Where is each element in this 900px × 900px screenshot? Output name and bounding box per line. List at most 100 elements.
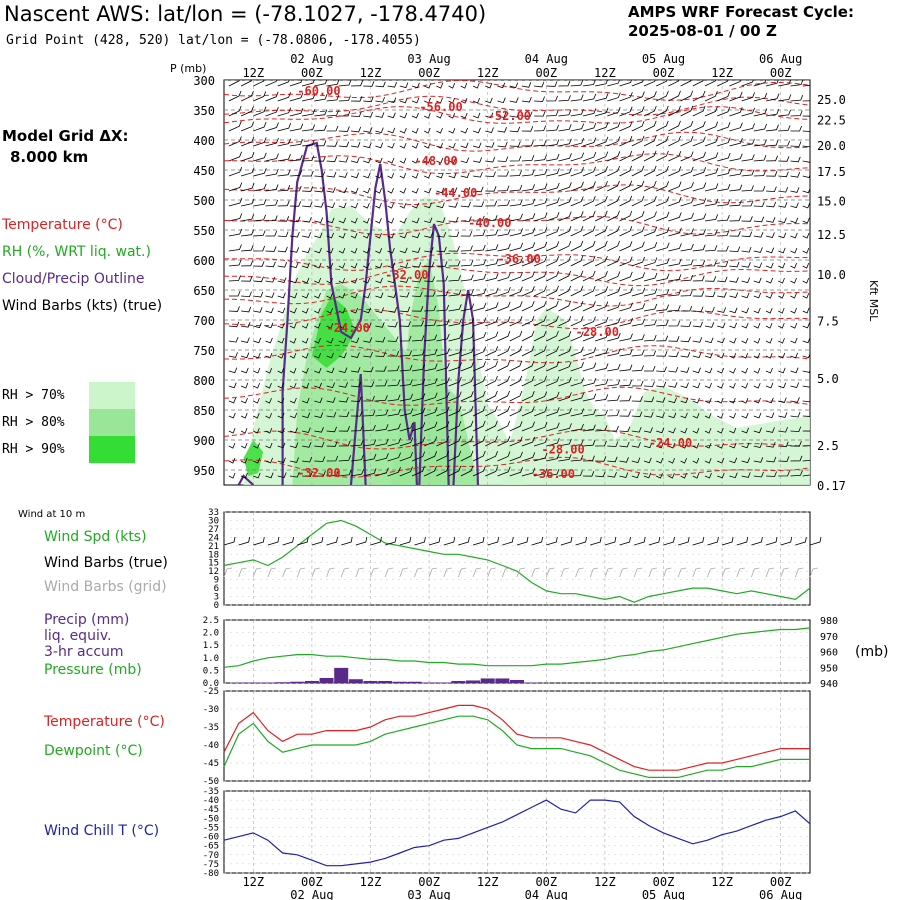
wind-barb: [338, 247, 346, 254]
wind-barb: [704, 80, 717, 87]
precip-bar: [319, 677, 334, 683]
wind-barb: [253, 442, 260, 449]
wind-barb: [460, 376, 474, 387]
wind-barb: [790, 352, 798, 359]
wind-barb: [534, 139, 547, 147]
wind-barb: [570, 94, 584, 102]
wind-barb: [436, 217, 446, 223]
wind-barb: [485, 435, 498, 447]
wind-barb: [265, 457, 273, 464]
wind-barb: [424, 392, 438, 402]
wind-barb: [301, 247, 311, 254]
pressure-tick-label: 940: [820, 679, 838, 690]
wind-barb: [411, 202, 419, 209]
wind-barb: [692, 229, 706, 237]
wind-barb: [277, 80, 290, 87]
wind-barb: [228, 151, 242, 162]
wind-barb: [472, 112, 481, 119]
wind-barb: [424, 97, 431, 104]
wind-barb: [338, 440, 351, 447]
temperature-panel-tick-label: -40: [203, 741, 219, 751]
wind-barb: [643, 120, 657, 132]
surface-wind-barb: [678, 536, 690, 546]
wind-barb: [778, 247, 786, 254]
surface-wind-barb: [472, 536, 485, 546]
wind-barb: [619, 302, 633, 312]
wind-barb: [326, 125, 339, 132]
wind-barb: [363, 322, 372, 329]
wind-barb: [668, 366, 679, 373]
wind-barb: [411, 291, 423, 298]
surface-grid-barb: [472, 567, 482, 578]
wind-barb: [546, 469, 560, 477]
wind-barb: [399, 112, 408, 119]
wind-barb: [338, 426, 350, 432]
precip-bar: [260, 682, 275, 683]
wind-barb: [765, 93, 780, 102]
wind-barb: [314, 292, 321, 299]
wind-barb: [741, 472, 751, 478]
wind-barb: [558, 346, 572, 357]
wind-barb: [619, 195, 633, 207]
wind-barb: [534, 468, 548, 477]
wind-barb: [497, 185, 510, 192]
wind-barb: [753, 397, 761, 404]
wind-barb: [717, 352, 725, 359]
wind-barb: [631, 457, 641, 464]
wind-barb: [533, 437, 548, 447]
wind-barb: [448, 347, 462, 357]
wind-barb: [765, 307, 773, 314]
wind-barb: [375, 96, 385, 103]
wind-barb: [729, 412, 736, 419]
wind-barb: [497, 214, 511, 222]
wind-barb: [314, 470, 326, 477]
wind-barb: [802, 369, 810, 373]
wind-barb: [521, 330, 535, 342]
wind-barb: [375, 322, 385, 328]
wind-barb: [338, 352, 347, 359]
wind-barb: [594, 332, 609, 342]
pressure-tick-label: 700: [193, 314, 215, 328]
wind-barb: [558, 226, 572, 237]
wind-barb: [399, 291, 410, 298]
wind-barb: [717, 427, 724, 434]
wind-barb: [643, 457, 652, 464]
wind-barb: [741, 457, 751, 464]
wind-barb: [302, 456, 313, 463]
wind-barb: [668, 212, 682, 222]
wind-barb: [741, 382, 749, 389]
wind-barb: [265, 91, 279, 102]
wind-barb: [546, 391, 560, 402]
wind-barb: [277, 123, 292, 132]
wind-barb: [619, 80, 632, 87]
wind-speed-panel-tick-label: 15: [208, 559, 219, 569]
wind-barb: [289, 382, 297, 389]
wind-barb: [497, 436, 511, 447]
wind-barb: [607, 332, 621, 342]
wind-barb: [765, 397, 774, 404]
wind-barb: [594, 210, 608, 222]
wind-barb: [485, 360, 498, 372]
model-grid-label: Model Grid ΔX:: [2, 127, 129, 145]
wind-barb: [338, 95, 351, 102]
wind-barb: [509, 170, 522, 177]
wind-barb: [436, 97, 443, 104]
wind-barb: [668, 258, 682, 267]
surface-grid-barb: [501, 567, 511, 578]
wind-barb: [631, 150, 645, 162]
wind-barb: [631, 426, 642, 433]
wind-barb: [497, 82, 506, 89]
wind-barb: [460, 405, 474, 417]
wind-barb: [558, 376, 572, 387]
wind-barb: [314, 441, 325, 448]
wind-barb: [277, 337, 285, 344]
wind-barb: [326, 382, 335, 389]
wind-barb: [375, 467, 389, 477]
wind-barb: [594, 225, 608, 237]
wind-barb: [582, 151, 597, 162]
wind-barb: [594, 180, 608, 192]
wind-barb: [277, 277, 287, 283]
wind-barb: [460, 187, 471, 193]
wind-barb: [277, 92, 291, 102]
wind-barb: [656, 412, 665, 418]
